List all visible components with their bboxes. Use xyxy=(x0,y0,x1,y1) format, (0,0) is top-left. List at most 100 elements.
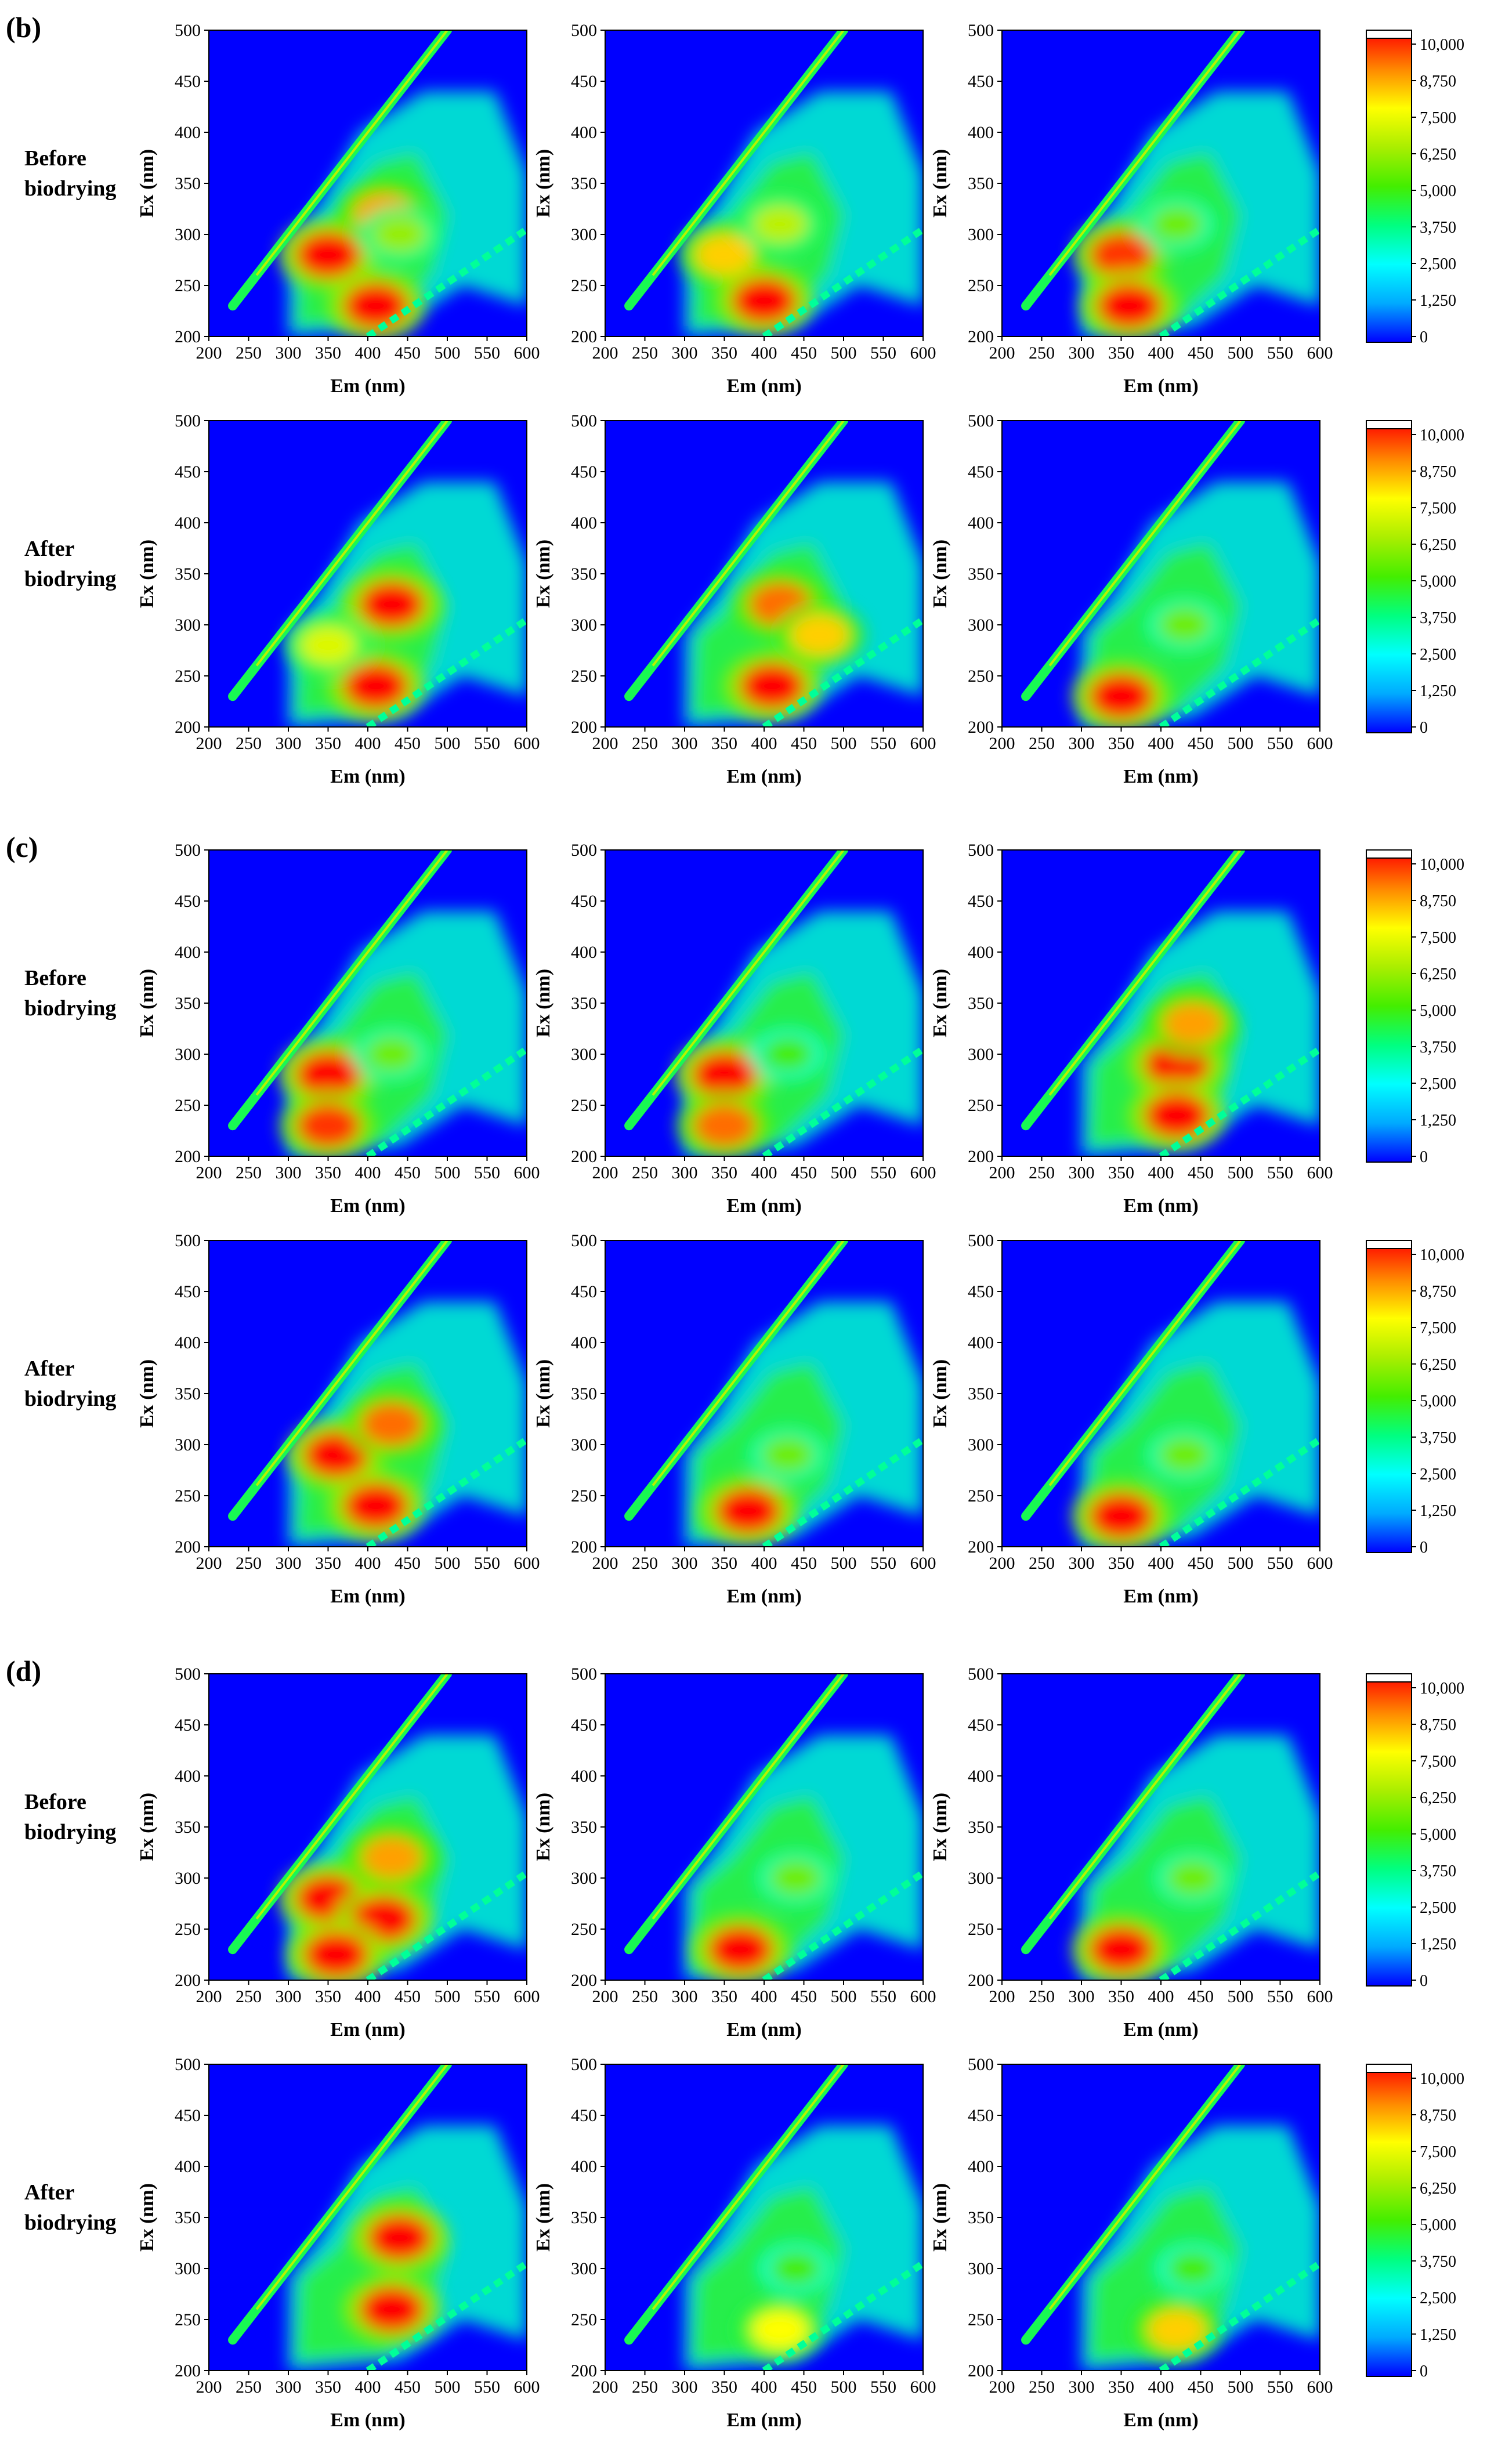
eem-plot: 200 250 300 350 400 450 500 550 600 200 250 300 350 4… xyxy=(929,21,1333,397)
x-tick-label: 250 xyxy=(632,343,658,363)
eem-peak xyxy=(1088,673,1154,720)
panel-label: (c) xyxy=(6,831,38,863)
colorbar: 0 1,250 2,500 3,750 5,000 6,250 7,500 8,750 10,0… xyxy=(1366,1240,1464,1557)
x-tick-label: 500 xyxy=(435,2378,461,2397)
x-tick-label: 600 xyxy=(910,1987,936,2006)
y-tick-label: 500 xyxy=(175,841,201,860)
colorbar: 0 1,250 2,500 3,750 5,000 6,250 7,500 8,750 10,0… xyxy=(1366,420,1464,737)
y-axis-title: Ex (nm) xyxy=(533,1359,554,1428)
x-tick-label: 200 xyxy=(989,1554,1015,1573)
colorbar-tick-label: 5,000 xyxy=(1420,573,1456,591)
x-tick-label: 550 xyxy=(870,343,896,363)
rayleigh-scatter-core xyxy=(1048,30,1242,276)
rayleigh-scatter-core xyxy=(652,850,845,1096)
x-tick-label: 550 xyxy=(870,2378,896,2397)
y-tick-label: 400 xyxy=(175,513,201,533)
eem-peak xyxy=(707,1926,773,1973)
x-tick-label: 600 xyxy=(1307,1554,1333,1573)
y-tick-label: 200 xyxy=(968,2361,994,2380)
colorbar-tick-label: 6,250 xyxy=(1420,965,1456,983)
y-tick-label: 250 xyxy=(571,667,597,686)
y-tick-label: 350 xyxy=(175,1818,201,1837)
second-order-scatter xyxy=(366,1437,527,1547)
x-tick-label: 450 xyxy=(1188,343,1214,363)
second-order-scatter xyxy=(366,1870,527,1980)
y-tick-label: 200 xyxy=(175,1971,201,1990)
x-tick-label: 250 xyxy=(632,1163,658,1182)
second-order-scatter xyxy=(762,1870,923,1980)
eem-plot: 200 250 300 350 400 450 500 550 600 200 250 300 350 4… xyxy=(136,2055,540,2431)
x-tick-label: 450 xyxy=(791,1554,817,1573)
y-tick-label: 400 xyxy=(175,2157,201,2176)
x-tick-label: 200 xyxy=(196,734,222,753)
x-tick-label: 400 xyxy=(1148,734,1174,753)
x-tick-label: 600 xyxy=(910,734,936,753)
x-tick-label: 300 xyxy=(1069,2378,1095,2397)
y-tick-label: 200 xyxy=(571,718,597,737)
x-tick-label: 350 xyxy=(315,343,341,363)
x-tick-label: 250 xyxy=(236,734,262,753)
eem-plot: 200 250 300 350 400 450 500 550 600 200 250 300 350 4… xyxy=(929,411,1333,787)
y-axis-title: Ex (nm) xyxy=(533,1793,554,1861)
x-tick-label: 500 xyxy=(831,1554,857,1573)
y-tick-label: 450 xyxy=(175,1716,201,1735)
y-tick-label: 500 xyxy=(968,1665,994,1684)
x-tick-label: 400 xyxy=(355,734,381,753)
second-order-scatter xyxy=(366,1046,527,1156)
x-tick-label: 200 xyxy=(592,2378,618,2397)
eem-peak xyxy=(367,2215,432,2262)
x-tick-label: 550 xyxy=(870,1163,896,1182)
row-label: Before biodrying xyxy=(24,1787,116,1847)
colorbar-gradient xyxy=(1366,30,1412,343)
row-label-line: Before xyxy=(24,966,86,990)
y-tick-label: 250 xyxy=(175,2310,201,2329)
eem-peak xyxy=(299,625,357,665)
x-axis-title: Em (nm) xyxy=(330,1586,405,1607)
x-tick-label: 450 xyxy=(791,1163,817,1182)
y-tick-label: 200 xyxy=(175,327,201,346)
x-tick-label: 300 xyxy=(1069,1163,1095,1182)
eem-peak xyxy=(343,1482,408,1529)
x-tick-label: 250 xyxy=(1029,343,1055,363)
y-tick-label: 450 xyxy=(175,2106,201,2125)
eem-plot: 200 250 300 350 400 450 500 550 600 200 250 300 350 4… xyxy=(929,1665,1333,2040)
colorbar-tick-label: 8,750 xyxy=(1420,1716,1456,1734)
colorbar-tick-label: 7,500 xyxy=(1420,1319,1456,1337)
x-tick-label: 350 xyxy=(315,734,341,753)
eem-peak xyxy=(1150,205,1204,243)
x-tick-label: 500 xyxy=(1228,343,1254,363)
y-tick-label: 350 xyxy=(968,565,994,584)
y-tick-label: 200 xyxy=(175,1147,201,1166)
y-tick-label: 200 xyxy=(571,327,597,346)
eem-peak xyxy=(761,1436,815,1474)
x-tick-label: 200 xyxy=(196,1554,222,1573)
row-label: After biodrying xyxy=(24,534,116,594)
x-tick-label: 600 xyxy=(910,1163,936,1182)
row-label-line: biodrying xyxy=(24,2210,117,2235)
x-tick-label: 500 xyxy=(1228,1987,1254,2006)
x-tick-label: 450 xyxy=(1188,1987,1214,2006)
colorbar-tick-label: 7,500 xyxy=(1420,2143,1456,2161)
x-tick-label: 550 xyxy=(1267,1163,1293,1182)
eem-plot: 200 250 300 350 400 450 500 550 600 200 250 300 350 4… xyxy=(136,841,540,1217)
x-tick-label: 500 xyxy=(1228,1163,1254,1182)
x-tick-label: 300 xyxy=(1069,1554,1095,1573)
y-tick-label: 450 xyxy=(571,72,597,91)
y-tick-label: 350 xyxy=(968,174,994,193)
y-tick-label: 500 xyxy=(968,21,994,40)
colorbar-tick-label: 8,750 xyxy=(1420,463,1456,481)
y-tick-label: 400 xyxy=(968,123,994,142)
x-tick-label: 350 xyxy=(1108,1163,1134,1182)
y-tick-label: 350 xyxy=(571,1818,597,1837)
y-tick-label: 250 xyxy=(968,667,994,686)
x-tick-label: 350 xyxy=(315,1163,341,1182)
y-tick-label: 400 xyxy=(571,123,597,142)
x-tick-label: 500 xyxy=(435,1554,461,1573)
y-tick-label: 500 xyxy=(571,1665,597,1684)
x-tick-label: 600 xyxy=(910,1554,936,1573)
x-tick-label: 350 xyxy=(315,1987,341,2006)
eem-peak xyxy=(1158,1436,1212,1474)
y-axis-title: Ex (nm) xyxy=(929,2183,951,2252)
eem-peak xyxy=(693,1103,756,1148)
colorbar-tick-label: 2,500 xyxy=(1420,646,1456,664)
